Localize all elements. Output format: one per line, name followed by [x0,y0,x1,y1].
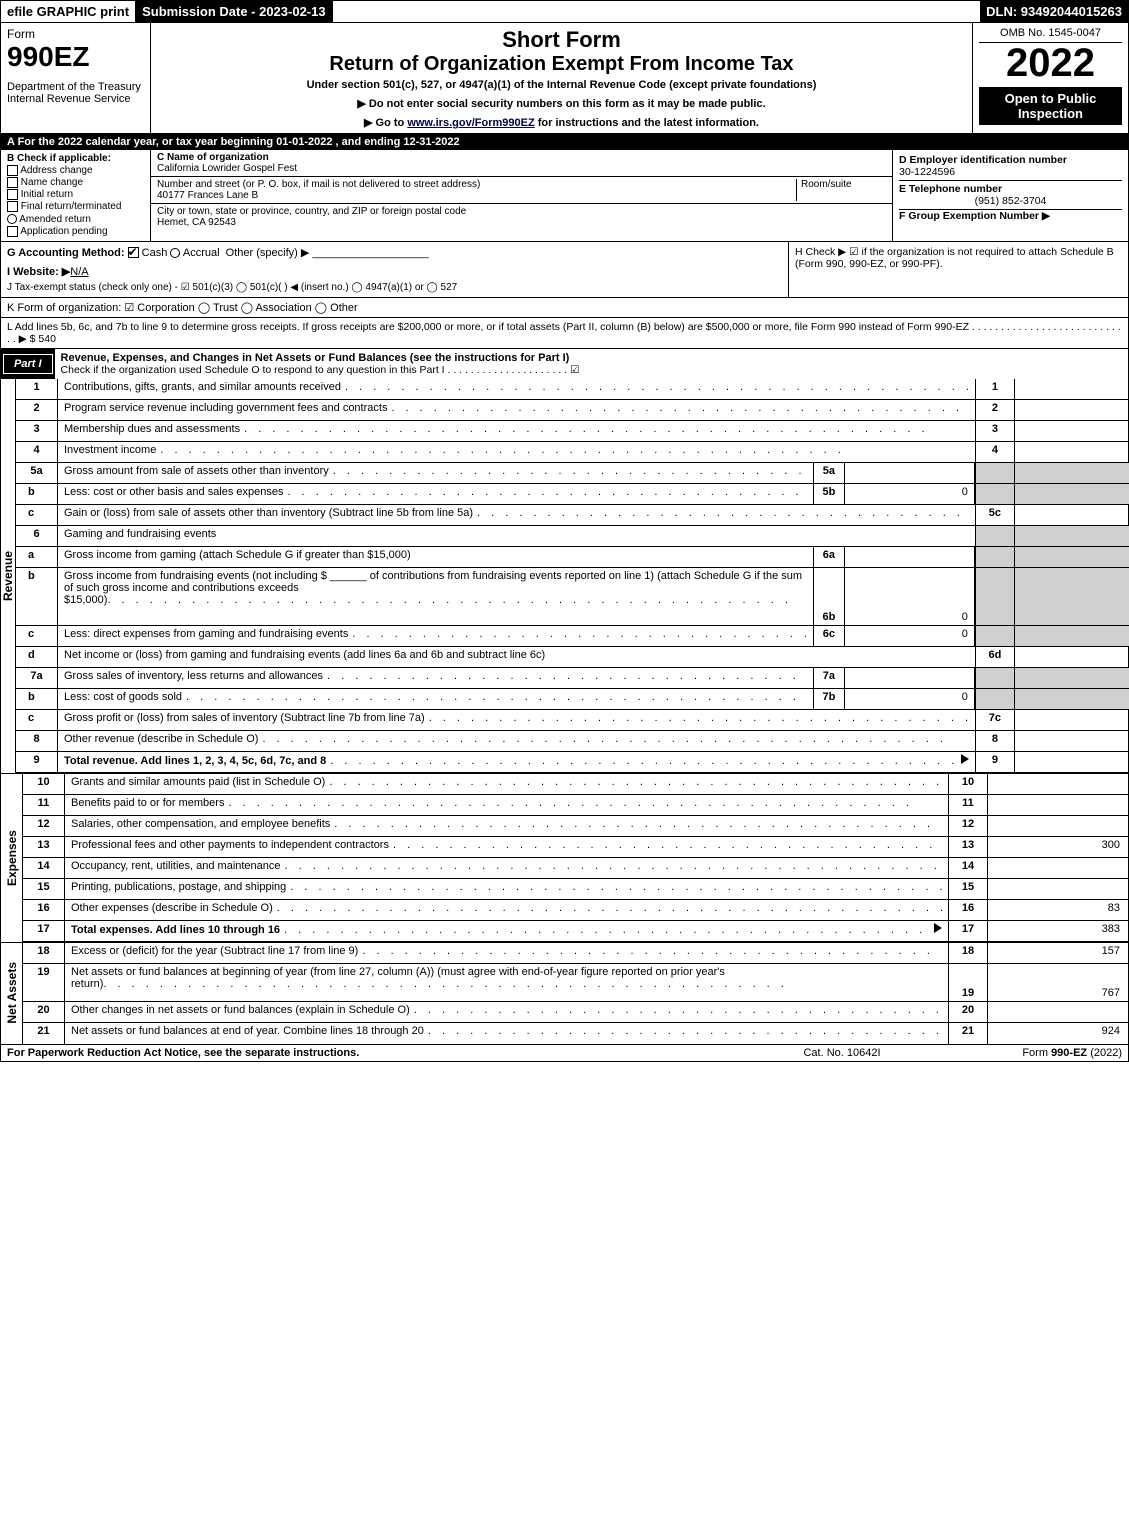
val-2 [1015,400,1129,420]
val-4 [1015,442,1129,462]
part1-header: Part I Revenue, Expenses, and Changes in… [1,349,1128,379]
title-return: Return of Organization Exempt From Incom… [157,53,966,76]
val-12 [988,816,1128,836]
val-16: 83 [988,900,1128,920]
col-c: C Name of organization California Lowrid… [151,150,893,241]
instr-ssn: ▶ Do not enter social security numbers o… [157,97,966,110]
col-b: B Check if applicable: Address change Na… [1,150,151,241]
footer: For Paperwork Reduction Act Notice, see … [1,1044,1128,1061]
topbar: efile GRAPHIC print Submission Date - 20… [1,1,1128,23]
chk-address-change[interactable]: Address change [7,165,144,176]
chk-amended-return[interactable]: Amended return [7,214,144,225]
line-a: A For the 2022 calendar year, or tax yea… [1,134,1128,150]
side-revenue: Revenue [1,379,16,773]
val-20 [988,1002,1128,1022]
chk-initial-return[interactable]: Initial return [7,189,144,200]
val-17: 383 [988,921,1128,941]
instr-goto: ▶ Go to www.irs.gov/Form990EZ for instru… [157,116,966,129]
col-d-e-f: D Employer identification number30-12245… [893,150,1128,241]
val-9: 540 [1015,752,1129,772]
irs-link[interactable]: www.irs.gov/Form990EZ [407,117,534,129]
val-19: 767 [988,964,1128,1001]
form-number: 990EZ [7,41,144,73]
inspection-badge: Open to Public Inspection [979,87,1122,125]
org-name: California Lowrider Gospel Fest [157,163,297,174]
chk-application-pending[interactable]: Application pending [7,226,144,237]
org-address: 40177 Frances Lane B [157,190,258,201]
val-3 [1015,421,1129,441]
dept-label: Department of the Treasury Internal Reve… [7,81,144,105]
form-ref: Form 990-EZ (2022) [942,1047,1122,1059]
val-6d [1015,647,1129,667]
website: N/A [70,266,88,278]
val-8 [1015,731,1129,751]
val-7b: 0 [845,689,975,709]
title-short-form: Short Form [157,27,966,53]
val-6c: 0 [845,626,975,646]
arrow-icon [934,923,942,933]
val-13: 300 [988,837,1128,857]
line-h: H Check ▶ ☑ if the organization is not r… [788,242,1128,297]
org-city: Hemet, CA 92543 [157,217,236,228]
line-j: J Tax-exempt status (check only one) - ☑… [7,282,782,293]
tax-year: 2022 [979,43,1122,83]
val-5b: 0 [845,484,975,504]
val-7c [1015,710,1129,730]
section-b-c-d: B Check if applicable: Address change Na… [1,150,1128,242]
subtitle: Under section 501(c), 527, or 4947(a)(1)… [157,79,966,91]
chk-name-change[interactable]: Name change [7,177,144,188]
chk-cash[interactable] [128,247,139,258]
line-k: K Form of organization: ☑ Corporation ◯ … [1,298,1128,318]
line-l: L Add lines 5b, 6c, and 7b to line 9 to … [1,318,1128,349]
val-5c [1015,505,1129,525]
val-10 [988,774,1128,794]
val-15 [988,879,1128,899]
phone: (951) 852-3704 [899,195,1122,207]
val-18: 157 [988,943,1128,963]
row-g-h: G Accounting Method: Cash Accrual Other … [1,242,1128,298]
dln: DLN: 93492044015263 [980,1,1128,22]
val-11 [988,795,1128,815]
chk-final-return[interactable]: Final return/terminated [7,201,144,212]
val-1: 540 [1015,379,1129,399]
arrow-icon [961,754,969,764]
val-21: 924 [988,1023,1128,1044]
form-label: Form [7,27,144,41]
side-net-assets: Net Assets [1,943,23,1044]
ein: 30-1224596 [899,166,955,178]
efile-label[interactable]: efile GRAPHIC print [1,1,136,22]
form-header: Form 990EZ Department of the Treasury In… [1,23,1128,134]
val-6b: 0 [845,568,975,625]
chk-accrual[interactable] [170,248,180,258]
val-14 [988,858,1128,878]
side-expenses: Expenses [1,774,23,942]
submission-date: Submission Date - 2023-02-13 [136,1,333,22]
